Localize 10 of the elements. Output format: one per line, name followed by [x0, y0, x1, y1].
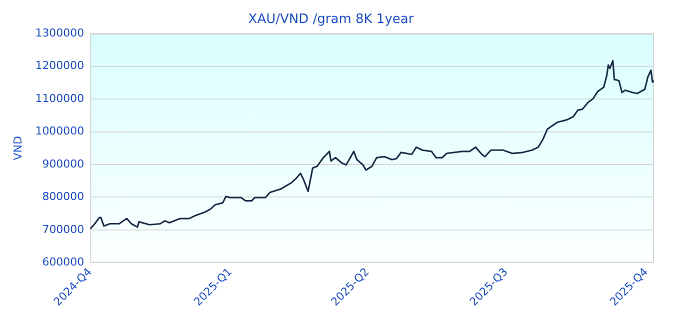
y-tick-label: 700000: [42, 222, 84, 236]
y-tick-label: 1200000: [35, 59, 84, 72]
y-tick-label: 1100000: [35, 92, 84, 105]
y-tick-label: 800000: [42, 190, 84, 204]
y-axis-title: VND: [11, 136, 24, 160]
chart-title: XAU/VND /gram 8K 1year: [248, 12, 414, 28]
y-tick-label: 600000: [42, 256, 84, 269]
y-tick-label: 1300000: [35, 26, 84, 40]
y-tick-label: 900000: [42, 157, 84, 170]
y-tick-label: 1000000: [35, 124, 84, 138]
